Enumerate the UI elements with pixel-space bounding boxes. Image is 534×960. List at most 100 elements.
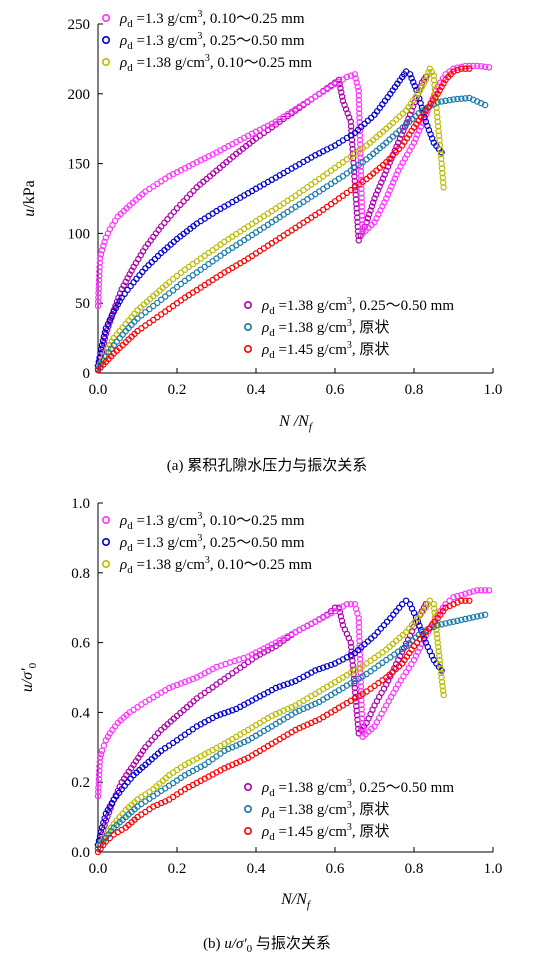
data-point xyxy=(221,709,228,717)
data-point xyxy=(358,199,365,206)
data-point xyxy=(157,223,165,230)
data-point xyxy=(151,733,159,741)
data-point xyxy=(95,775,103,783)
data-point xyxy=(368,635,375,642)
data-point xyxy=(213,712,220,720)
x-tick-label: 0.6 xyxy=(326,861,345,877)
data-point xyxy=(358,701,365,709)
data-point xyxy=(356,110,363,117)
legend-marker xyxy=(244,322,253,331)
data-point xyxy=(477,612,485,619)
x-tick-label: 0.8 xyxy=(405,382,424,398)
x-tick-label: 0.4 xyxy=(247,861,266,877)
data-point xyxy=(462,597,469,604)
data-point xyxy=(338,89,345,96)
data-point xyxy=(161,219,168,226)
y-tick-label: 0.2 xyxy=(71,775,90,791)
y-tick-label: 0.0 xyxy=(71,845,90,861)
data-point xyxy=(408,74,415,82)
data-point xyxy=(393,116,400,123)
data-point xyxy=(96,268,103,275)
data-point xyxy=(392,148,399,156)
data-point xyxy=(165,684,173,692)
data-point xyxy=(438,621,445,628)
data-point xyxy=(337,84,344,92)
data-point xyxy=(354,721,362,728)
x-tick-label: 0.0 xyxy=(89,382,108,398)
data-point xyxy=(95,276,103,284)
data-point xyxy=(383,618,391,625)
data-point xyxy=(94,793,102,800)
x-tick-label: 1.0 xyxy=(484,382,503,398)
data-point xyxy=(130,279,137,286)
data-point xyxy=(356,105,363,113)
data-point xyxy=(450,618,457,625)
data-point xyxy=(167,212,174,219)
legend-label: ρd =1.45 g/cm3, 原状 xyxy=(261,340,389,361)
data-point xyxy=(395,145,403,152)
data-point xyxy=(481,611,489,618)
legend-marker xyxy=(244,344,253,353)
data-point xyxy=(190,187,197,194)
data-point xyxy=(142,309,149,316)
data-point xyxy=(386,643,393,650)
data-point xyxy=(165,290,173,297)
y-tick-label: 150 xyxy=(68,157,91,173)
data-point xyxy=(280,682,287,689)
data-point xyxy=(446,96,453,104)
data-point xyxy=(337,613,345,620)
data-point xyxy=(413,639,421,646)
data-point xyxy=(327,608,335,615)
y-axis-label: u/kPa xyxy=(21,180,38,216)
data-point xyxy=(353,200,360,208)
x-tick-label: 0.2 xyxy=(168,861,187,877)
data-point xyxy=(439,683,446,690)
data-point xyxy=(102,838,110,845)
data-point xyxy=(470,614,477,621)
data-point xyxy=(229,707,236,714)
data-point xyxy=(217,711,224,718)
legend-label: ρd =1.38 g/cm3, 原状 xyxy=(261,318,389,339)
data-point xyxy=(94,298,102,305)
data-point xyxy=(466,65,473,72)
legend-label: ρd =1.3 g/cm3, 0.10～0.25 mm xyxy=(119,511,305,532)
legend-marker xyxy=(244,826,253,835)
data-point xyxy=(402,597,410,604)
data-point xyxy=(165,279,173,286)
data-point xyxy=(351,689,359,696)
data-point xyxy=(481,587,489,594)
data-point xyxy=(410,78,417,86)
data-point xyxy=(169,287,177,294)
data-point xyxy=(474,613,481,620)
data-point xyxy=(169,275,177,283)
data-point xyxy=(94,788,102,796)
data-point xyxy=(450,68,457,75)
data-point xyxy=(359,221,366,228)
data-point xyxy=(100,742,108,749)
data-point xyxy=(458,95,465,102)
data-point xyxy=(462,95,469,102)
data-point xyxy=(462,590,469,597)
data-point xyxy=(435,643,442,651)
data-point xyxy=(368,114,375,122)
data-point xyxy=(98,747,106,755)
data-point xyxy=(356,628,363,636)
data-point xyxy=(485,64,493,71)
data-point xyxy=(462,615,469,623)
data-point xyxy=(170,208,177,216)
data-point xyxy=(351,71,358,78)
data-point xyxy=(438,678,446,686)
chart-panel-b: 0.0 0.2 0.4 0.6 0.8 1.0 0.0 0.2 0.4 0.6 0.8 1.0 N/Nf… xyxy=(19,496,502,955)
data-point xyxy=(148,737,155,744)
legend-label: ρd =1.38 g/cm3, 0.25～0.50 mm xyxy=(261,778,454,799)
chart-panel-a: 0.0 0.2 0.4 0.6 0.8 1.0 0 50 100 150 200 250 N /Nf u/… xyxy=(21,9,502,474)
data-point xyxy=(433,630,440,638)
data-point xyxy=(371,632,378,639)
data-point xyxy=(366,211,373,218)
legend-label: ρd =1.45 g/cm3, 原状 xyxy=(261,822,389,843)
data-point xyxy=(450,594,457,601)
data-point xyxy=(225,708,232,715)
data-point xyxy=(352,75,359,82)
y-tick-label: 0.4 xyxy=(71,705,90,721)
data-point xyxy=(95,281,103,288)
